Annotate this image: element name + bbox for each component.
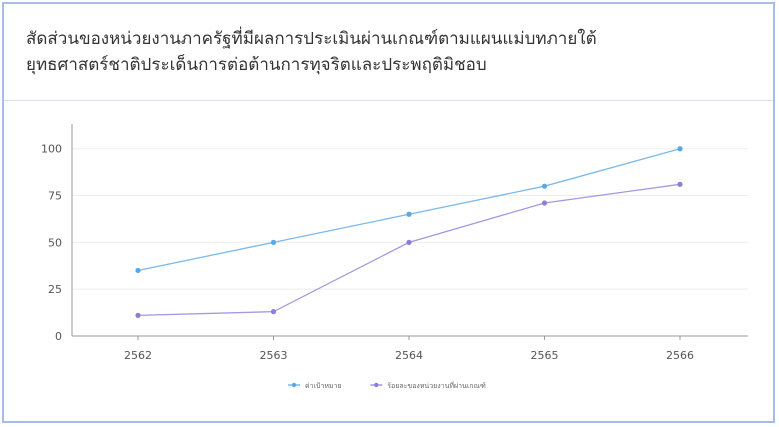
series-2 xyxy=(135,181,683,318)
data-point xyxy=(406,239,412,245)
legend-label: ค่าเป้าหมาย xyxy=(305,382,342,390)
axes xyxy=(71,124,748,340)
series xyxy=(135,146,683,318)
legend-item-2: ร้อยละของหน่วยงานที่ผ่านเกณฑ์ xyxy=(370,381,486,390)
chart-card: สัดส่วนของหน่วยงานภาครัฐที่มีผลการประเมิ… xyxy=(2,2,775,423)
y-tick-label: 50 xyxy=(48,236,62,249)
chart-title: สัดส่วนของหน่วยงานภาครัฐที่มีผลการประเมิ… xyxy=(26,26,756,78)
series-1 xyxy=(135,146,683,274)
data-point xyxy=(135,267,141,274)
data-point xyxy=(135,312,141,318)
legend: ค่าเป้าหมาย ร้อยละของหน่วยงานที่ผ่านเกณฑ์ xyxy=(288,381,486,390)
y-tick-label: 75 xyxy=(48,190,62,203)
x-tick-label: 2562 xyxy=(124,349,152,362)
legend-marker xyxy=(291,382,297,388)
series-line xyxy=(137,183,681,317)
y-tick-label: 100 xyxy=(41,143,62,156)
legend-item-1: ค่าเป้าหมาย xyxy=(288,382,342,390)
data-point xyxy=(677,146,683,152)
grid-lines xyxy=(72,148,748,290)
title-divider xyxy=(4,100,773,101)
x-tick-label: 2565 xyxy=(531,349,559,362)
chart-title-line-1: สัดส่วนของหน่วยงานภาครัฐที่มีผลการประเมิ… xyxy=(26,29,597,49)
legend-marker xyxy=(374,382,379,388)
data-point xyxy=(406,211,412,217)
data-point xyxy=(270,239,277,245)
y-tick-labels: 0 25 50 75 100 xyxy=(41,143,62,343)
x-tick-label: 2563 xyxy=(260,349,288,362)
data-point xyxy=(677,181,683,187)
x-tick-labels: 2562 2563 2564 2565 2566 xyxy=(124,349,694,362)
data-point xyxy=(270,309,277,315)
x-tick-label: 2566 xyxy=(666,349,694,362)
y-tick-label: 25 xyxy=(48,283,62,296)
y-tick-label: 0 xyxy=(55,330,62,343)
chart-title-line-2: ยุทธศาสตร์ชาติประเด็นการต่อต้านการทุจริต… xyxy=(26,55,487,75)
legend-label: ร้อยละของหน่วยงานที่ผ่านเกณฑ์ xyxy=(387,381,486,390)
data-point xyxy=(541,183,548,189)
x-tick-label: 2564 xyxy=(395,349,423,362)
series-line xyxy=(137,148,681,272)
data-point xyxy=(541,200,548,206)
